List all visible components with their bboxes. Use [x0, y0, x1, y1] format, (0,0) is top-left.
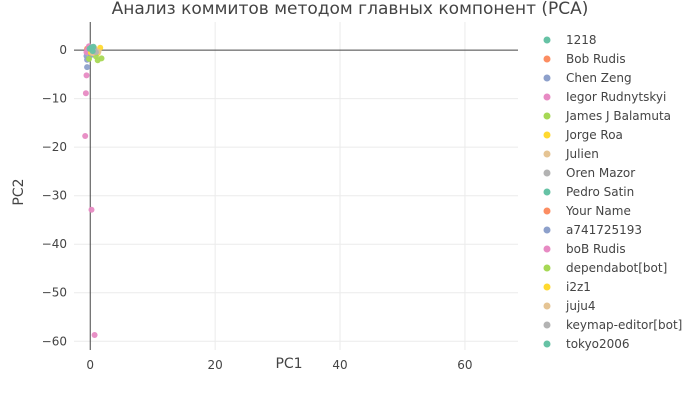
legend-marker: [543, 169, 551, 177]
legend-item[interactable]: dependabot[bot]: [543, 261, 668, 275]
legend-marker: [543, 264, 551, 272]
x-tick-label: 60: [457, 358, 472, 372]
data-point: [83, 72, 90, 79]
legend-label: juju4: [565, 299, 596, 313]
legend-item[interactable]: Oren Mazor: [543, 166, 636, 180]
legend-label: Chen Zeng: [566, 71, 632, 85]
legend-item[interactable]: Bob Rudis: [543, 52, 626, 66]
legend-item[interactable]: Your Name: [543, 204, 631, 218]
legend-item[interactable]: juju4: [543, 299, 596, 313]
data-point: [98, 55, 105, 62]
legend-marker: [543, 226, 551, 234]
legend-label: keymap-editor[bot]: [566, 318, 682, 332]
legend-item[interactable]: a741725193: [543, 223, 643, 237]
legend[interactable]: 1218 Bob Rudis Chen Zeng Iegor Rudnytskyi Ja…: [543, 33, 683, 351]
axes: [74, 22, 518, 350]
x-tick-label: 40: [332, 358, 347, 372]
y-tick-label: 0: [59, 43, 67, 57]
y-tick-label: −10: [42, 92, 67, 106]
data-point: [82, 133, 89, 139]
y-tick-label: −40: [42, 237, 67, 251]
legend-item[interactable]: Julien: [543, 147, 599, 161]
data-point: [89, 48, 96, 55]
x-tick-label: 20: [207, 358, 222, 372]
data-point: [84, 64, 91, 71]
legend-label: Julien: [565, 147, 599, 161]
legend-item[interactable]: Chen Zeng: [543, 71, 632, 85]
legend-marker: [543, 112, 551, 120]
legend-marker: [543, 93, 551, 101]
data-points: [82, 43, 105, 338]
legend-marker: [543, 302, 551, 310]
legend-label: Jorge Roa: [565, 128, 623, 142]
legend-item[interactable]: James J Balamuta: [543, 109, 672, 123]
y-tick-label: −50: [42, 286, 67, 300]
y-axis-title: PC2: [11, 178, 27, 205]
legend-item[interactable]: 1218: [543, 33, 597, 47]
data-point: [90, 43, 97, 50]
y-tick-label: −20: [42, 140, 67, 154]
legend-item[interactable]: tokyo2006: [543, 337, 630, 351]
legend-marker: [543, 340, 551, 348]
data-point: [86, 55, 92, 62]
legend-marker: [543, 188, 551, 196]
legend-item[interactable]: Pedro Satin: [543, 185, 635, 199]
legend-marker: [543, 55, 551, 63]
legend-marker: [543, 245, 551, 253]
y-tick-label: −30: [42, 189, 67, 203]
chart-title: Анализ коммитов методом главных компонен…: [112, 0, 589, 19]
legend-label: a741725193: [566, 223, 642, 237]
legend-item[interactable]: i2z1: [543, 280, 591, 294]
legend-item[interactable]: boB Rudis: [543, 242, 626, 256]
legend-label: Pedro Satin: [566, 185, 634, 199]
x-axis-title: PC1: [275, 356, 302, 372]
legend-marker: [543, 74, 551, 82]
legend-label: Iegor Rudnytskyi: [566, 90, 666, 104]
legend-label: dependabot[bot]: [566, 261, 667, 275]
legend-marker: [543, 283, 551, 291]
legend-label: Oren Mazor: [566, 166, 635, 180]
legend-marker: [543, 207, 551, 215]
tick-labels: 0 20 40 60 0 −10 −20 −30 −40 −50 −60: [42, 43, 473, 372]
data-point: [82, 90, 89, 97]
legend-label: i2z1: [566, 280, 591, 294]
legend-label: boB Rudis: [566, 242, 626, 256]
legend-marker: [543, 36, 551, 44]
data-point: [88, 206, 95, 213]
x-tick-label: 0: [86, 358, 94, 372]
y-tick-label: −60: [42, 334, 67, 348]
legend-label: James J Balamuta: [565, 109, 671, 123]
legend-label: Bob Rudis: [566, 52, 626, 66]
legend-label: tokyo2006: [566, 337, 630, 351]
legend-item[interactable]: Iegor Rudnytskyi: [543, 90, 667, 104]
legend-item[interactable]: keymap-editor[bot]: [543, 318, 683, 332]
legend-label: Your Name: [565, 204, 631, 218]
legend-item[interactable]: Jorge Roa: [543, 128, 623, 142]
legend-marker: [543, 150, 551, 158]
legend-marker: [543, 131, 551, 139]
legend-marker: [543, 321, 551, 329]
grid-lines: [74, 22, 518, 350]
data-point: [91, 332, 98, 338]
legend-label: 1218: [566, 33, 597, 47]
